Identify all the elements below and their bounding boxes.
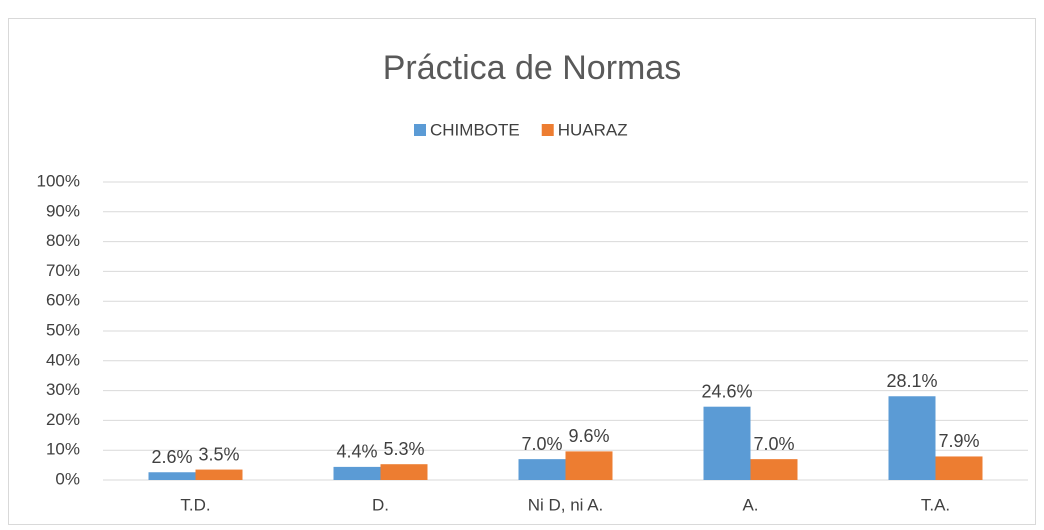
data-label: 3.5% <box>198 444 239 464</box>
data-label: 5.3% <box>383 439 424 459</box>
x-tick-label: T.D. <box>180 495 210 514</box>
data-label: 7.0% <box>521 434 562 454</box>
y-tick-label: 50% <box>46 320 80 339</box>
y-tick-label: 20% <box>46 410 80 429</box>
y-tick-label: 30% <box>46 380 80 399</box>
x-tick-label: T.A. <box>921 495 950 514</box>
bar <box>195 469 243 480</box>
bar <box>148 472 196 480</box>
bar <box>703 406 751 480</box>
y-tick-label: 100% <box>37 171 80 190</box>
y-tick-label: 60% <box>46 291 80 310</box>
bar <box>380 464 428 480</box>
legend-swatch <box>541 124 554 136</box>
y-tick-label: 10% <box>46 440 80 459</box>
chart-title: Práctica de Normas <box>383 49 682 87</box>
legend-label: HUARAZ <box>558 120 628 139</box>
bar <box>935 456 983 480</box>
y-tick-label: 40% <box>46 350 80 369</box>
y-tick-label: 70% <box>46 261 80 280</box>
legend-label: CHIMBOTE <box>430 120 520 139</box>
bar <box>565 451 613 480</box>
data-label: 24.6% <box>701 381 752 401</box>
data-label: 7.0% <box>753 434 794 454</box>
y-tick-label: 90% <box>46 201 80 220</box>
bar <box>333 466 381 480</box>
x-tick-label: Ni D, ni A. <box>528 495 604 514</box>
y-tick-label: 0% <box>55 469 80 488</box>
data-label: 4.4% <box>336 442 377 462</box>
x-tick-label: D. <box>372 495 389 514</box>
data-label: 9.6% <box>568 426 609 446</box>
x-tick-label: A. <box>742 495 758 514</box>
data-label: 28.1% <box>886 371 937 391</box>
y-tick-label: 80% <box>46 231 80 250</box>
bar <box>750 459 798 480</box>
legend-swatch <box>414 124 426 136</box>
data-label: 7.9% <box>938 431 979 451</box>
bar <box>518 459 566 480</box>
bar <box>888 396 936 480</box>
data-label: 2.6% <box>151 447 192 467</box>
